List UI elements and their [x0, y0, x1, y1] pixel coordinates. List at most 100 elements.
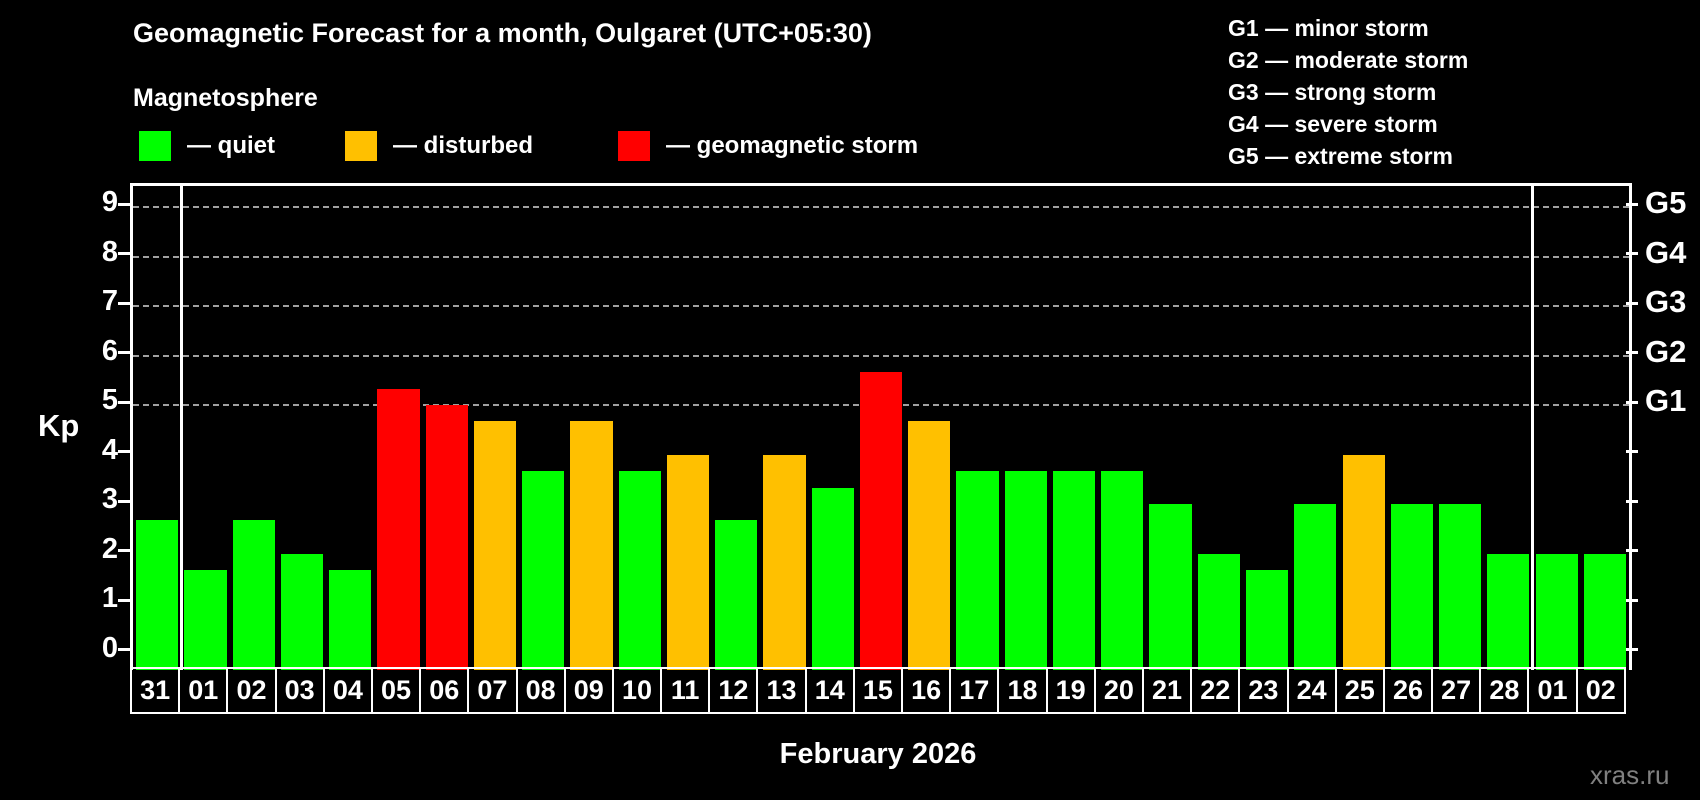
day-label-16-16: 16 [903, 669, 952, 712]
g-axis-tick-0 [1626, 648, 1638, 651]
g-axis-label-g3: G3 [1645, 284, 1687, 319]
g-axis-label-g5: G5 [1645, 185, 1687, 220]
y-axis-tick-6 [118, 351, 130, 354]
magnetosphere-subtitle: Magnetosphere [133, 84, 318, 112]
kp-bar-day-13 [763, 454, 806, 670]
kp-bar-day-25 [1342, 454, 1385, 670]
kp-bar-day-02 [232, 520, 275, 670]
kp-bar-day-22 [1197, 553, 1240, 670]
kp-bar-day-01 [1535, 553, 1578, 670]
g-legend-line-g4: G4 — severe storm [1228, 111, 1438, 137]
y-axis-tick-4 [118, 450, 130, 453]
day-label-4-04: 04 [325, 669, 373, 712]
kp-bar-day-28 [1487, 553, 1530, 670]
kp-bar-day-09 [570, 421, 613, 670]
day-label-30-02: 02 [1585, 675, 1616, 705]
g-legend-line-g2: G2 — moderate storm [1228, 47, 1469, 73]
kp-bar-day-23 [1245, 569, 1289, 670]
day-label-25-25: 25 [1337, 669, 1385, 712]
storm-color-swatch [618, 131, 650, 161]
day-label-22-22: 22 [1192, 669, 1241, 712]
g-axis-tick-2 [1626, 549, 1638, 552]
y-axis-tick-label-6: 6 [101, 334, 118, 367]
kp-bar-day-26 [1390, 504, 1433, 670]
y-axis-tick-3 [118, 499, 130, 503]
y-axis-tick-label-2: 2 [101, 532, 118, 565]
day-label-29-01: 01 [1529, 669, 1578, 712]
legend-item-quiet: — quiet [139, 130, 275, 162]
disturbed-color-swatch [345, 131, 377, 161]
kp-bar-day-05 [377, 388, 420, 670]
legend-label-disturbed: — disturbed [393, 132, 534, 159]
kp-bar-day-06 [425, 405, 468, 670]
y-axis-tick-label-8: 8 [101, 235, 118, 268]
y-axis-tick-5 [118, 400, 130, 404]
day-label-0-31: 31 [132, 669, 181, 712]
kp-bar-day-10 [618, 470, 661, 670]
month-separator-2 [1531, 186, 1534, 670]
day-label-8-08: 08 [518, 669, 566, 712]
day-label-13-13: 13 [758, 669, 807, 712]
kp-bar-day-17 [956, 470, 999, 670]
y-axis-tick-label-3: 3 [101, 483, 118, 515]
kp-bar-day-19 [1052, 470, 1096, 670]
kp-bar-day-24 [1294, 504, 1337, 670]
day-label-23-23: 23 [1240, 669, 1289, 712]
g-axis-tick-7 [1626, 301, 1638, 305]
grid-line-kp8 [133, 255, 1629, 258]
page-title: Geomagnetic Forecast for a month, Oulgar… [133, 18, 872, 48]
y-axis-tick-9 [118, 202, 130, 206]
day-label-row: 31 01 02 03 04 05 06 07 08 09 10 11 12 13 14 15 16 17 18 19… [130, 667, 1626, 714]
g-axis-label-g1: G1 [1645, 383, 1687, 418]
y-axis-tick-label-7: 7 [101, 285, 118, 317]
kp-bar-chart-plot-area [130, 183, 1632, 670]
kp-bar-day-11 [666, 454, 710, 670]
kp-bar-day-12 [715, 520, 758, 670]
kp-bar-day-08 [522, 470, 565, 670]
month-separator-1 [179, 186, 183, 670]
kp-bar-day-15 [859, 371, 903, 670]
xras-watermark: xras.ru [1590, 760, 1670, 790]
y-axis-title: Kp [38, 408, 80, 443]
kp-bar-day-07 [473, 421, 517, 670]
g-axis-tick-3 [1626, 499, 1638, 503]
g-axis-label-g4: G4 [1645, 234, 1687, 270]
kp-bar-day-16 [908, 421, 951, 670]
day-label-10-10: 10 [614, 669, 663, 712]
day-label-15-15: 15 [855, 669, 903, 712]
kp-bar-day-03 [280, 553, 324, 670]
day-label-24-24: 24 [1289, 669, 1337, 712]
kp-bar-day-14 [811, 487, 854, 670]
y-axis-tick-1 [118, 598, 130, 602]
day-label-17-17: 17 [951, 669, 1000, 712]
y-axis-tick-0 [118, 648, 130, 651]
y-axis-tick-label-4: 4 [101, 433, 118, 466]
g-legend-line-g3: G3 — strong storm [1228, 79, 1437, 105]
g-axis-tick-6 [1626, 351, 1638, 354]
grid-line-kp6 [133, 354, 1629, 357]
legend-label-quiet: — quiet [187, 132, 275, 159]
grid-line-kp9 [133, 206, 1629, 208]
legend-item-disturbed: — disturbed [345, 130, 533, 162]
y-axis-tick-2 [118, 549, 130, 552]
kp-bar-day-18 [1004, 470, 1047, 670]
day-label-28-28: 28 [1481, 669, 1530, 712]
grid-line-kp7 [133, 305, 1629, 307]
day-label-11-11: 11 [662, 669, 711, 712]
day-label-18-18: 18 [999, 669, 1048, 712]
g-axis-label-g2: G2 [1645, 333, 1687, 369]
legend-label-storm: — geomagnetic storm [666, 132, 919, 159]
day-label-12-12: 12 [710, 669, 759, 712]
day-label-7-07: 07 [469, 669, 518, 712]
day-label-3-03: 03 [277, 669, 325, 712]
g-axis-tick-8 [1626, 252, 1638, 255]
g-axis-tick-5 [1626, 400, 1638, 404]
day-label-9-09: 09 [566, 669, 614, 712]
y-axis-tick-label-0: 0 [101, 631, 118, 664]
quiet-color-swatch [139, 131, 171, 161]
kp-bar-day-20 [1101, 470, 1144, 670]
day-label-2-02: 02 [228, 669, 277, 712]
g-axis-tick-9 [1626, 202, 1638, 206]
g-legend-line-g5: G5 — extreme storm [1228, 143, 1453, 169]
